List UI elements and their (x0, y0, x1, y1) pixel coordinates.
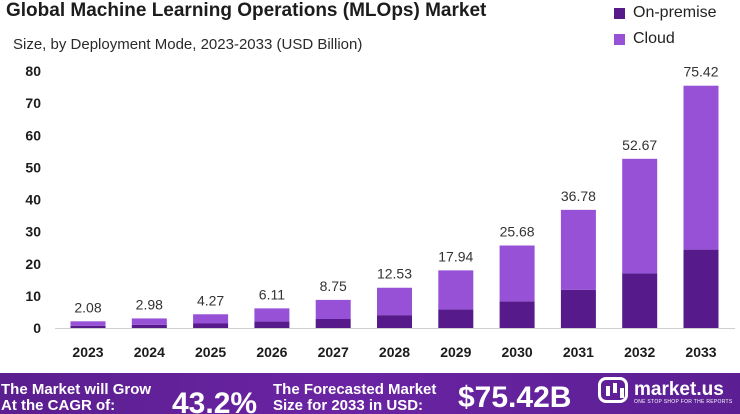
forecast-label: The Forecasted Market Size for 2033 in U… (273, 381, 437, 414)
data-label-2030: 25.68 (500, 224, 535, 240)
footer-banner: The Market will Grow At the CAGR of: 43.… (0, 373, 740, 414)
brand-name: market.us (634, 379, 724, 400)
bar-on-premise-2025 (193, 323, 229, 328)
data-label-2028: 12.53 (377, 266, 412, 282)
brand-tagline: ONE STOP SHOP FOR THE REPORTS (634, 399, 733, 405)
forecast-value: $75.42B (458, 381, 572, 414)
data-label-2027: 8.75 (320, 278, 347, 294)
bar-on-premise-2031 (560, 289, 596, 328)
bar-cloud-2030 (499, 245, 535, 302)
bar-on-premise-2028 (377, 315, 412, 328)
data-label-2024: 2.98 (136, 296, 163, 312)
bar-on-premise-2024 (131, 324, 167, 328)
x-tick-label-2025: 2025 (195, 344, 226, 360)
bar-on-premise-2027 (315, 319, 351, 328)
legend-label-on-premise: On-premise (633, 4, 717, 21)
legend-item-cloud: Cloud (614, 28, 717, 50)
bar-cloud-2023 (70, 321, 106, 326)
y-tick-label: 70 (25, 95, 41, 111)
cagr-label: The Market will Grow At the CAGR of: (1, 381, 152, 414)
x-tick-label-2029: 2029 (440, 344, 471, 360)
chart-title: Global Machine Learning Operations (MLOp… (6, 0, 487, 21)
legend-label-cloud: Cloud (633, 30, 675, 47)
data-label-2026: 6.11 (259, 286, 285, 302)
bar-cloud-2024 (131, 318, 167, 325)
bar-on-premise-2023 (70, 325, 106, 328)
y-tick-label: 40 (25, 192, 41, 208)
data-label-2029: 17.94 (438, 248, 473, 264)
y-tick-label: 60 (25, 127, 41, 143)
x-tick-label-2031: 2031 (563, 344, 594, 360)
y-tick-label: 0 (33, 320, 41, 336)
y-tick-label: 10 (25, 288, 41, 304)
brand-logo: market.us ONE STOP SHOP FOR THE REPORTS (598, 377, 732, 405)
x-tick-label-2033: 2033 (685, 344, 716, 360)
data-label-2032: 52.67 (622, 137, 657, 153)
bar-cloud-2031 (560, 209, 596, 290)
bar-cloud-2033 (683, 85, 719, 250)
x-tick-label-2028: 2028 (379, 344, 410, 360)
bar-cloud-2029 (438, 270, 474, 310)
cagr-value: 43.2% (172, 387, 258, 414)
bar-cloud-2028 (377, 287, 412, 316)
bar-cloud-2025 (193, 314, 229, 324)
x-tick-label-2023: 2023 (72, 344, 103, 360)
data-label-2023: 2.08 (74, 299, 101, 315)
data-label-2033: 75.42 (683, 64, 718, 80)
x-tick-label-2026: 2026 (256, 344, 287, 360)
y-tick-label: 80 (25, 63, 41, 79)
bar-on-premise-2030 (499, 301, 535, 328)
bar-on-premise-2029 (438, 309, 474, 328)
y-tick-label: 50 (25, 159, 41, 175)
market-us-logo-icon (598, 377, 628, 403)
bar-chart: 010203040506070802.0820232.9820244.27202… (25, 63, 735, 360)
legend: On-premise Cloud (614, 2, 717, 58)
chart-subtitle: Size, by Deployment Mode, 2023-2033 (USD… (13, 36, 363, 53)
bar-cloud-2027 (315, 299, 351, 320)
legend-item-on-premise: On-premise (614, 2, 717, 24)
legend-swatch-on-premise (614, 7, 625, 19)
bar-on-premise-2032 (622, 273, 658, 328)
bar-on-premise-2026 (254, 321, 290, 328)
bar-on-premise-2033 (683, 249, 719, 328)
x-tick-label-2030: 2030 (502, 344, 533, 360)
bar-cloud-2026 (254, 308, 290, 322)
y-tick-label: 30 (25, 224, 41, 240)
x-tick-label-2032: 2032 (624, 344, 655, 360)
x-tick-label-2027: 2027 (318, 344, 349, 360)
data-label-2031: 36.78 (561, 188, 596, 204)
x-tick-label-2024: 2024 (134, 344, 165, 360)
y-tick-label: 20 (25, 256, 41, 272)
legend-swatch-cloud (614, 33, 625, 45)
bar-cloud-2032 (622, 158, 658, 274)
data-label-2025: 4.27 (197, 292, 224, 308)
